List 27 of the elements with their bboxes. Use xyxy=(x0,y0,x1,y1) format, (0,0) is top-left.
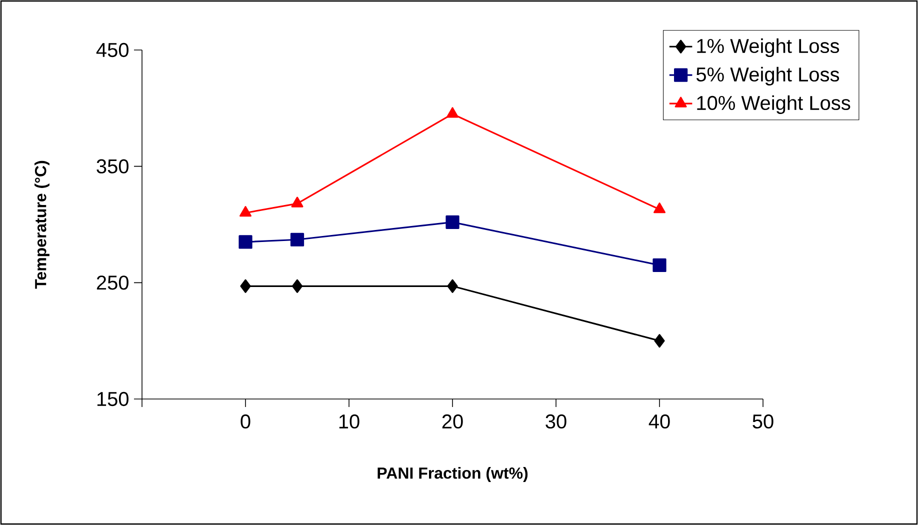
x-tick-label: 30 xyxy=(546,414,566,429)
point xyxy=(240,279,251,293)
point xyxy=(292,279,303,293)
x-tick-label: 0 xyxy=(240,414,250,429)
point xyxy=(291,196,304,208)
y-axis-title: Temperature (°C) xyxy=(34,160,50,289)
point xyxy=(240,206,252,217)
point xyxy=(652,258,666,272)
y-tick-label: 350 xyxy=(96,159,128,174)
point xyxy=(446,107,459,118)
legend-label: 5% Weight Loss xyxy=(696,66,840,86)
point xyxy=(290,232,304,246)
legend-label: 10% Weight Loss xyxy=(697,95,850,114)
y-tick-label: 450 xyxy=(96,42,128,58)
point xyxy=(446,215,460,229)
x-tick-label: 10 xyxy=(339,414,360,429)
x-tick-label: 50 xyxy=(752,414,774,429)
x-tick-label: 40 xyxy=(648,414,670,429)
point xyxy=(654,334,665,348)
legend-label: 1% Weight Loss xyxy=(697,38,840,57)
point xyxy=(654,202,666,214)
point xyxy=(238,235,252,249)
x-tick-label: 20 xyxy=(442,414,463,429)
point xyxy=(447,279,458,293)
y-tick-label: 250 xyxy=(96,276,128,290)
x-axis-title: PANI Fraction (wt%) xyxy=(378,467,528,482)
y-tick-label: 150 xyxy=(97,392,128,406)
